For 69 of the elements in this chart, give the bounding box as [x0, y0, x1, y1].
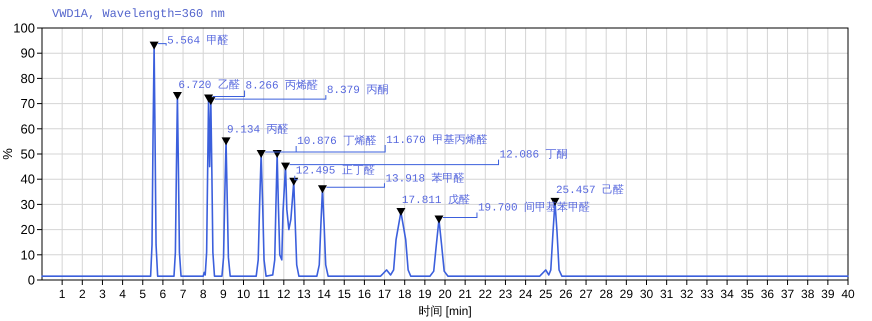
y-tick-label: 100 — [13, 20, 35, 36]
annotation: 10.876 丁烯醛 — [297, 134, 376, 148]
peak-label: 25.457 己醛 — [556, 184, 624, 197]
x-tick-label: 8 — [200, 287, 207, 301]
x-tick-label: 4 — [119, 287, 126, 301]
x-tick-label: 11 — [257, 287, 270, 301]
x-tick-label: 24 — [518, 287, 533, 301]
x-tick-label: 35 — [740, 287, 754, 301]
x-tick-label: 7 — [180, 287, 187, 301]
y-tick-label: 80 — [20, 70, 35, 86]
x-tick-label: 27 — [579, 287, 594, 301]
y-tick-label: 90 — [20, 46, 35, 61]
annotation: 5.564 甲醛 — [167, 34, 229, 48]
x-tick-label: 38 — [801, 287, 815, 301]
x-tick-label: 26 — [559, 287, 573, 301]
x-tick-label: 1 — [58, 287, 66, 301]
x-tick-label: 31 — [660, 287, 674, 301]
annotation: 8.266 丙烯醛 — [246, 78, 318, 93]
x-tick-label: 12 — [277, 287, 291, 301]
x-tick-label: 25 — [539, 287, 553, 301]
y-tick-label: 30 — [20, 196, 35, 212]
x-tick-label: 36 — [760, 287, 774, 301]
peak-label: 5.564 甲醛 — [158, 36, 229, 48]
x-tick-label: 33 — [700, 287, 714, 301]
x-tick-label: 20 — [438, 287, 452, 301]
x-tick-label: 13 — [297, 287, 311, 301]
x-tick-label: 23 — [498, 287, 512, 301]
chart-title: VWD1A, Wavelength=360 nm — [52, 7, 225, 21]
x-tick-label: 32 — [680, 287, 694, 301]
y-tick-label: 40 — [20, 172, 35, 187]
peak-label: 12.495 正丁醛 — [294, 166, 375, 180]
y-tick-label: 50 — [20, 146, 35, 162]
y-tick-label: 20 — [20, 222, 35, 238]
annotation: 8.379 丙酮 — [326, 84, 388, 98]
annotation: 11.670 甲基丙烯醛 — [386, 133, 488, 147]
x-tick-label: 28 — [600, 287, 614, 301]
x-tick-label: 29 — [620, 287, 634, 301]
x-tick-label: 6 — [160, 287, 167, 301]
y-tick-label: 70 — [20, 96, 35, 112]
peak-label: 12.086 丁酮 — [289, 150, 568, 166]
y-tick-label: 0 — [28, 272, 35, 288]
x-tick-label: 37 — [780, 287, 795, 301]
x-tick-label: 18 — [398, 287, 412, 301]
x-tick-label: 39 — [821, 287, 835, 301]
x-tick-label: 19 — [418, 287, 432, 301]
peak-label: 9.134 丙醛 — [227, 124, 289, 136]
peak-label: 17.811 戊醛 — [402, 194, 470, 207]
y-tick-label: 60 — [20, 121, 35, 136]
y-tick-label: 10 — [20, 247, 35, 262]
x-axis-title: 时间 [min] — [418, 304, 472, 318]
x-tick-label: 3 — [99, 287, 106, 301]
x-tick-label: 40 — [841, 287, 855, 301]
x-tick-label: 2 — [78, 287, 86, 301]
x-tick-label: 34 — [720, 287, 734, 301]
x-tick-label: 22 — [478, 287, 492, 301]
x-tick-label: 16 — [358, 287, 372, 301]
annotation: 13.918 苯甲醛 — [385, 171, 465, 186]
x-tick-label: 15 — [338, 287, 352, 301]
x-tick-label: 10 — [236, 287, 250, 301]
x-tick-label: 14 — [317, 287, 332, 301]
y-axis-title: % — [0, 148, 15, 160]
x-tick-label: 21 — [458, 287, 472, 301]
annotation: 12.086 丁酮 — [500, 148, 568, 162]
x-tick-label: 17 — [378, 287, 392, 301]
x-tick-label: 30 — [640, 287, 654, 301]
x-tick-label: 9 — [220, 287, 228, 301]
x-tick-label: 5 — [139, 287, 146, 301]
peak-label: 10.876 丁烯醛 — [264, 136, 376, 152]
peak-label: 6.720 乙醛 — [178, 80, 240, 92]
